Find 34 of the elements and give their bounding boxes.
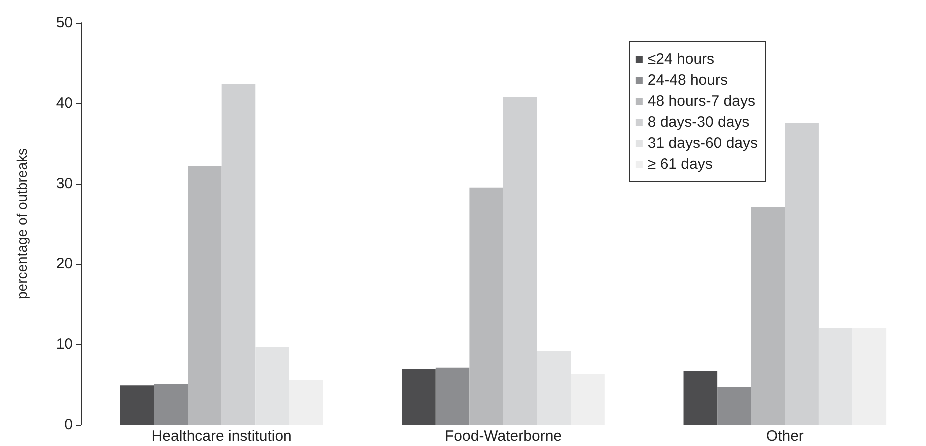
y-tick-label: 40 (56, 94, 73, 112)
bar (256, 347, 290, 425)
legend-label: ≤24 hours (648, 51, 715, 68)
bar (289, 380, 324, 425)
bar (818, 328, 853, 425)
bar (504, 96, 538, 425)
bar (537, 351, 572, 425)
legend-label: 8 days-30 days (648, 114, 750, 131)
y-tick-label: 50 (56, 14, 73, 32)
bar (718, 387, 752, 425)
legend-label: 31 days-60 days (648, 135, 758, 152)
bar (402, 370, 436, 425)
bar (684, 371, 718, 425)
legend-label: ≥ 61 days (648, 156, 713, 173)
bar (785, 124, 819, 425)
bar (571, 374, 605, 425)
bar (154, 384, 188, 425)
bar (470, 188, 504, 425)
y-axis-title: percentage of outbreaks (14, 148, 30, 300)
y-tick-label: 10 (56, 336, 73, 354)
x-tick-label: Other (766, 428, 804, 445)
x-tick-label: Healthcare institution (152, 428, 292, 445)
bar (222, 84, 256, 425)
y-tick-label: 20 (56, 256, 73, 273)
x-tick-label: Food-Waterborne (445, 428, 562, 445)
bar (188, 166, 222, 425)
y-tick-label: 30 (56, 175, 73, 192)
legend-label: 48 hours-7 days (648, 93, 756, 110)
bar (751, 207, 786, 425)
legend-label: 24-48 hours (648, 72, 728, 89)
bar (436, 368, 470, 425)
bar (120, 386, 154, 425)
bar (852, 328, 887, 425)
y-tick-label: 0 (64, 416, 73, 434)
